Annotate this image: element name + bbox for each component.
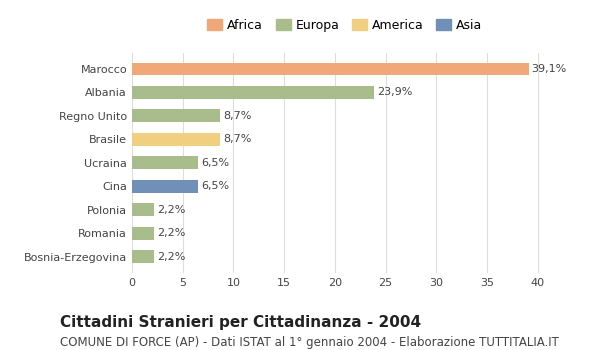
Text: 6,5%: 6,5% [201,158,229,168]
Bar [132,110,220,122]
Text: 2,2%: 2,2% [157,228,186,238]
Bar [132,250,154,263]
Bar [132,180,198,193]
Bar [132,156,198,169]
Text: 2,2%: 2,2% [157,205,186,215]
Text: Cittadini Stranieri per Cittadinanza - 2004: Cittadini Stranieri per Cittadinanza - 2… [60,315,421,330]
Text: 39,1%: 39,1% [532,64,567,74]
Text: 6,5%: 6,5% [201,181,229,191]
Text: 8,7%: 8,7% [223,134,251,144]
Bar [132,133,220,146]
Bar [132,86,374,99]
Bar [132,227,154,239]
Text: 23,9%: 23,9% [377,88,413,97]
Text: 8,7%: 8,7% [223,111,251,121]
Legend: Africa, Europa, America, Asia: Africa, Europa, America, Asia [208,19,482,32]
Text: COMUNE DI FORCE (AP) - Dati ISTAT al 1° gennaio 2004 - Elaborazione TUTTITALIA.I: COMUNE DI FORCE (AP) - Dati ISTAT al 1° … [60,336,559,349]
Text: 2,2%: 2,2% [157,252,186,261]
Bar [132,63,529,75]
Bar [132,203,154,216]
